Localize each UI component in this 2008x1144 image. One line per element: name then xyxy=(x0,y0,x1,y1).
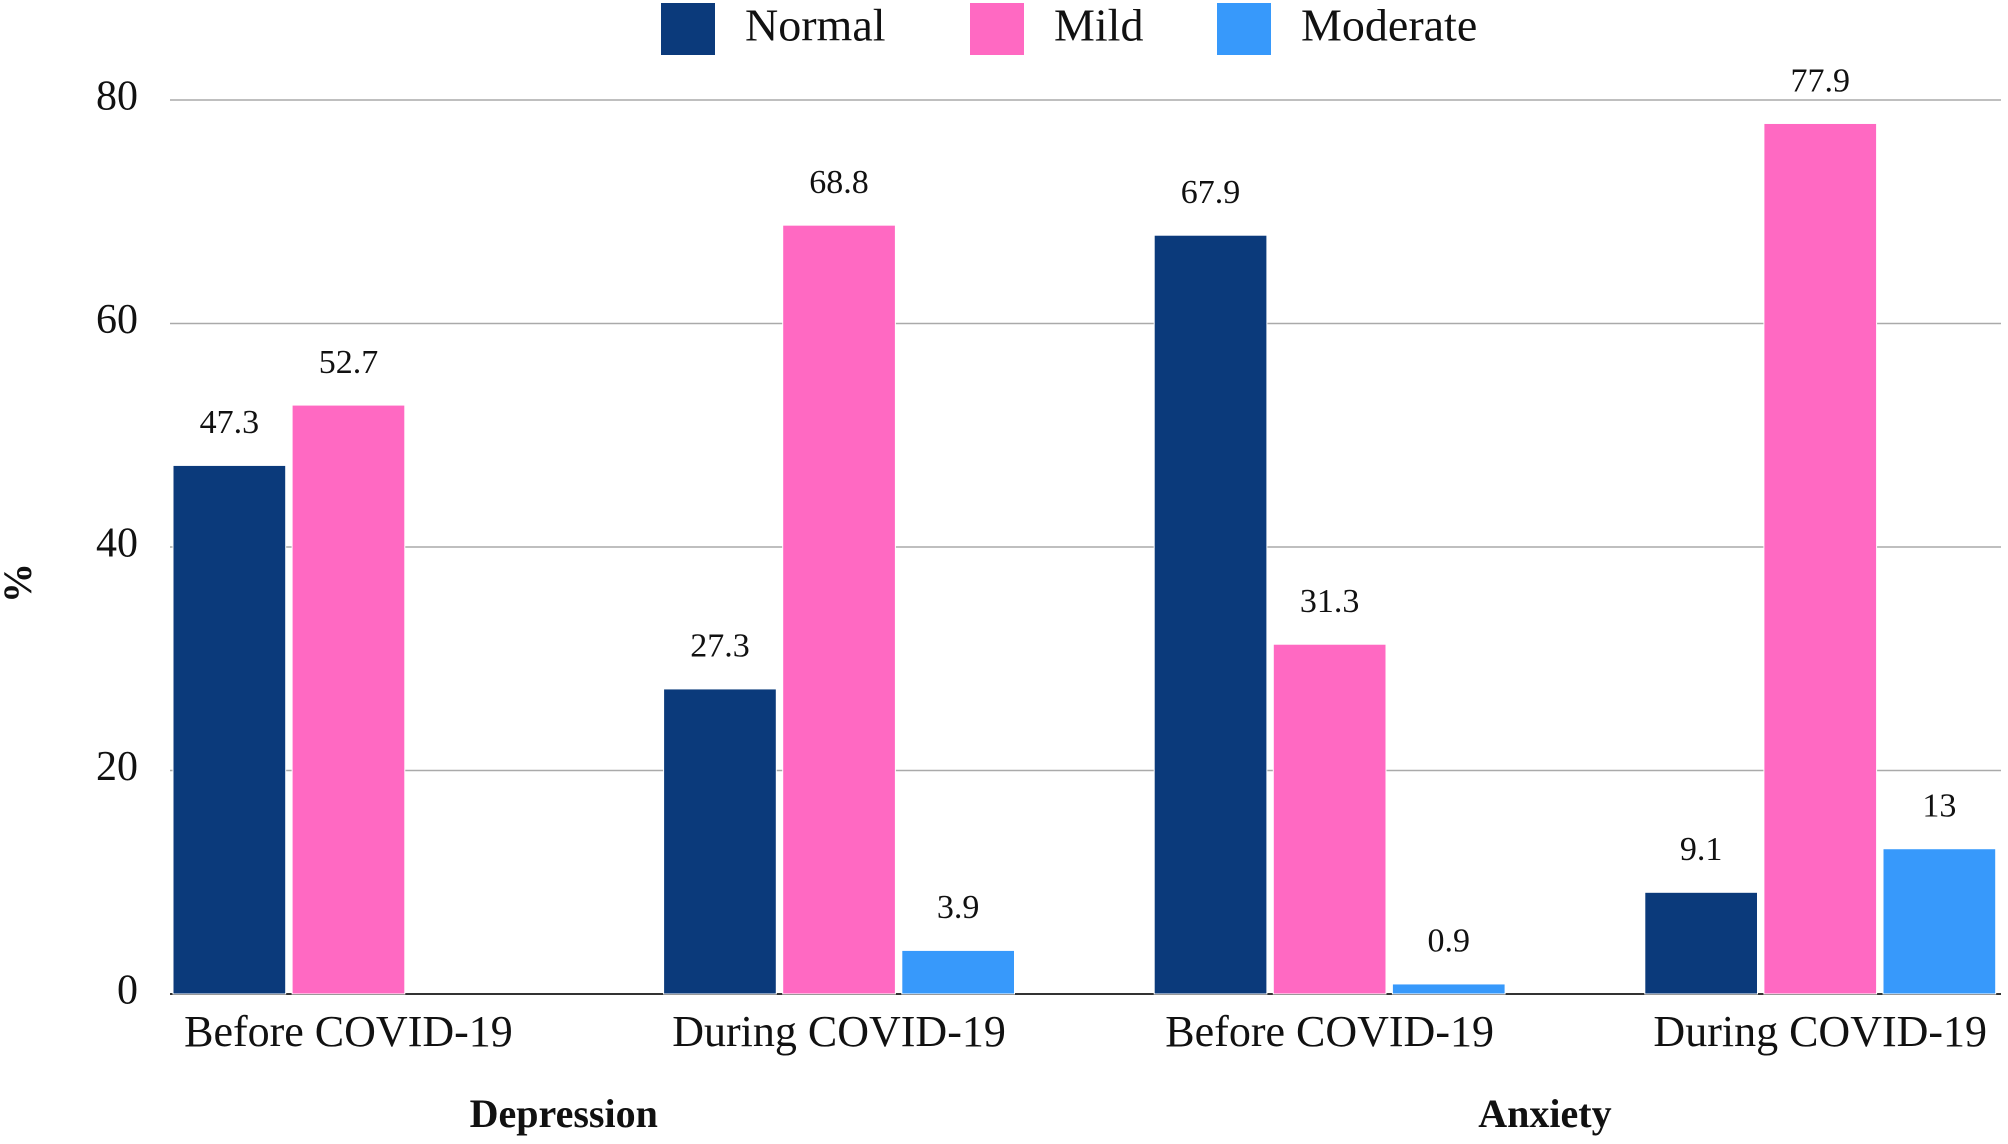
bar xyxy=(1882,848,1997,995)
bar xyxy=(172,464,287,995)
x-tick-label: Before COVID-19 xyxy=(1165,1007,1494,1056)
data-label: 31.3 xyxy=(1300,583,1360,620)
bar xyxy=(1644,891,1759,995)
bar xyxy=(663,688,777,995)
bar xyxy=(1272,643,1387,995)
y-tick-label: 60 xyxy=(96,297,138,343)
y-tick-label: 20 xyxy=(96,744,138,790)
legend-swatch xyxy=(970,3,1024,55)
x-tick-label: During COVID-19 xyxy=(672,1007,1006,1056)
bar xyxy=(782,224,896,995)
legend-swatch xyxy=(1217,3,1271,55)
bar xyxy=(1763,122,1878,995)
data-label: 67.9 xyxy=(1181,174,1241,211)
y-tick-label: 40 xyxy=(96,521,138,567)
data-label: 77.9 xyxy=(1791,62,1851,99)
legend-swatch xyxy=(661,3,715,55)
data-label: 52.7 xyxy=(319,344,379,381)
data-label: 9.1 xyxy=(1680,831,1723,868)
data-label: 68.8 xyxy=(809,164,869,201)
bar xyxy=(1391,983,1506,995)
legend-label: Moderate xyxy=(1301,0,1477,51)
group-label: Depression xyxy=(470,1091,658,1136)
legend-label: Mild xyxy=(1054,0,1143,51)
data-label: 47.3 xyxy=(200,404,260,441)
bar xyxy=(1153,234,1268,995)
bar xyxy=(901,949,1015,995)
bar xyxy=(291,404,406,995)
legend-label: Normal xyxy=(745,0,886,51)
x-tick-label: During COVID-19 xyxy=(1653,1007,1987,1056)
group-label: Anxiety xyxy=(1478,1091,1611,1136)
data-label: 0.9 xyxy=(1428,923,1471,960)
y-tick-label: 80 xyxy=(96,74,138,120)
y-axis-label: % xyxy=(0,563,40,603)
x-tick-label: Before COVID-19 xyxy=(184,1007,513,1056)
data-label: 27.3 xyxy=(690,628,750,665)
y-tick-label: 0 xyxy=(117,968,138,1014)
data-label: 3.9 xyxy=(937,889,980,926)
data-label: 13 xyxy=(1922,788,1956,825)
